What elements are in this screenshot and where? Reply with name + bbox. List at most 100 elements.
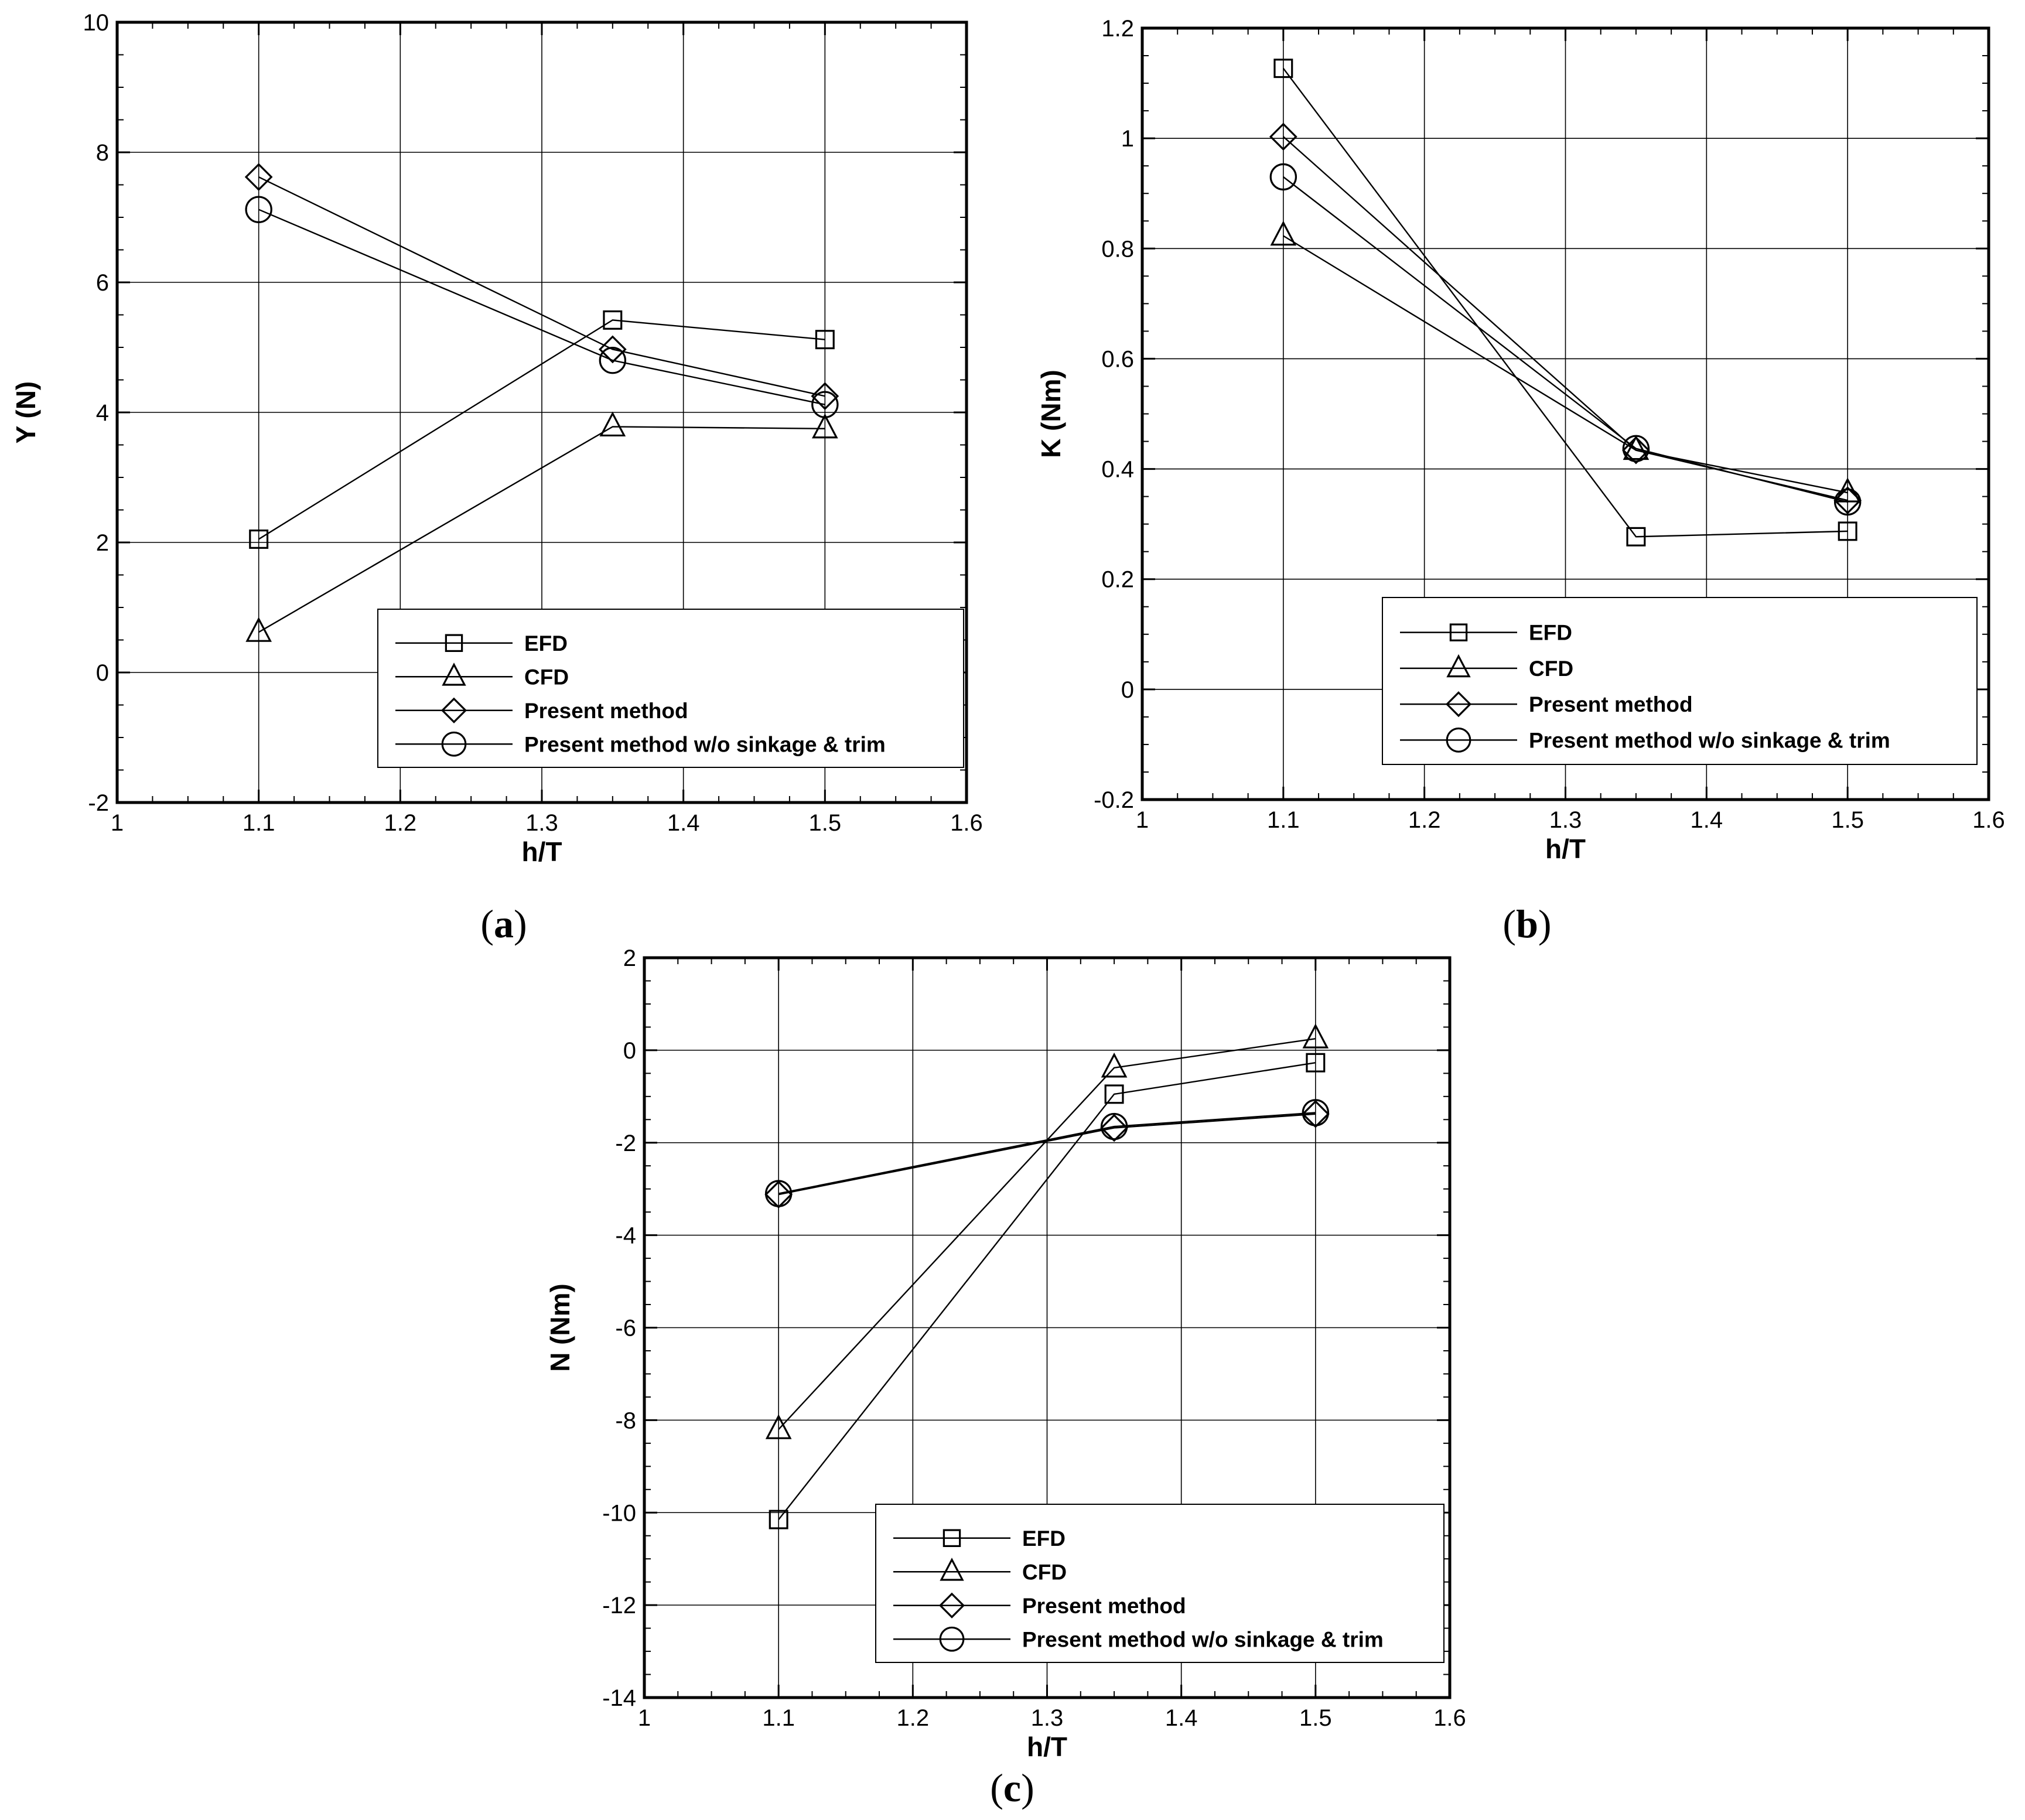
caption-a: (a) [480, 902, 527, 946]
y-tick-label: -6 [615, 1316, 636, 1341]
y-tick-label: 0.4 [1101, 457, 1134, 483]
legend-label: Present method w/o sinkage & trim [1022, 1627, 1384, 1651]
series-circle [764, 1099, 1330, 1207]
legend-box [875, 1504, 1445, 1663]
data-point-diamond [1301, 1099, 1330, 1128]
legend-label: CFD [1022, 1560, 1067, 1584]
y-tick-label: -8 [615, 1408, 636, 1433]
y-tick-label: 8 [96, 140, 109, 166]
y-tick-label: 4 [96, 400, 109, 426]
legend-marker-triangle [940, 1558, 964, 1581]
y-tick-label: 0 [623, 1038, 636, 1064]
y-axis-label: Y (N) [11, 381, 41, 444]
x-tick-label: 1.5 [1299, 1705, 1332, 1731]
series-line [258, 209, 825, 405]
data-point-diamond [1833, 486, 1862, 515]
y-tick-label: -12 [602, 1593, 636, 1618]
y-tick-label: 2 [623, 945, 636, 971]
x-tick-label: 1.4 [1165, 1705, 1198, 1731]
data-point-triangle [599, 411, 626, 437]
data-point-triangle [1270, 220, 1297, 246]
legend-marker-diamond [938, 1592, 965, 1618]
data-point-diamond [811, 382, 839, 411]
series-line [1283, 176, 1848, 503]
chart-panel-c: 1 1.1 1.2 1.3 1.4 1.5 1.6 -14 -12 -10 -8 -6 -4 -2 0 2 h/… [545, 945, 1466, 1762]
data-point-diamond [1269, 122, 1297, 151]
data-point-diamond [1100, 1114, 1128, 1142]
y-tick-label: 6 [96, 270, 109, 296]
x-axis-label: h/T [522, 836, 562, 867]
x-tick-label: 1.2 [1408, 807, 1441, 833]
caption-c: (c) [990, 1766, 1034, 1810]
data-point-triangle [245, 617, 272, 642]
y-tick-label: -14 [602, 1685, 636, 1711]
x-axis-label: h/T [1545, 834, 1586, 864]
x-tick-label: 1.3 [525, 810, 558, 836]
x-tick-label: 1.1 [1267, 807, 1300, 833]
x-tick-label: 1 [1136, 807, 1149, 833]
x-axis-label: h/T [1027, 1732, 1067, 1762]
x-tick-label: 1.1 [243, 810, 275, 836]
legend-label: Present method [1529, 692, 1693, 716]
data-point-circle [764, 1180, 793, 1207]
data-point-circle [1100, 1112, 1128, 1141]
data-point-circle [1833, 488, 1862, 516]
y-tick-label: 0 [1121, 677, 1134, 703]
series-triangle [765, 1023, 1329, 1439]
x-tick-label: 1.6 [950, 810, 983, 836]
data-point-square [1306, 1053, 1326, 1073]
x-tick-label: 1.3 [1549, 807, 1582, 833]
y-axis-label: N (Nm) [545, 1283, 575, 1372]
legend-marker-diamond [1445, 691, 1472, 718]
x-tick-label: 1 [638, 1705, 651, 1731]
data-point-square [815, 330, 835, 350]
x-tick-label: 1.3 [1031, 1705, 1064, 1731]
series-square [769, 1053, 1326, 1529]
data-point-circle [1269, 163, 1297, 191]
x-tick-label: 1.2 [384, 810, 417, 836]
y-tick-label: 1.2 [1101, 16, 1134, 42]
y-tick-label: 0 [96, 660, 109, 686]
series-line [258, 426, 825, 633]
legend-box [377, 609, 964, 768]
data-point-circle [599, 347, 627, 374]
legend-marker-square [1449, 623, 1468, 641]
grid-lines [1142, 28, 1989, 800]
y-tick-label: -0.2 [1094, 787, 1134, 813]
data-point-circle [1622, 435, 1650, 462]
x-tick-label: 1.2 [897, 1705, 930, 1731]
data-point-diamond [244, 163, 273, 192]
data-point-circle [245, 196, 272, 223]
legend-label: Present method w/o sinkage & trim [1529, 728, 1890, 752]
series-circle [245, 196, 839, 418]
legend-marker-square [445, 634, 463, 652]
legend-marker-circle [939, 1626, 965, 1652]
series-square [249, 310, 835, 549]
y-tick-label: 2 [96, 530, 109, 556]
y-tick-label: 10 [83, 10, 110, 36]
data-point-square [249, 529, 269, 549]
series-line [778, 1062, 1316, 1520]
data-point-square [1838, 521, 1857, 541]
y-tick-label: -4 [615, 1223, 636, 1249]
legend: EFD CFD Present method Present method w/o s… [875, 1504, 1445, 1663]
data-point-square [769, 1510, 788, 1529]
legend-label: EFD [1529, 621, 1572, 645]
x-tick-label: 1.6 [1433, 1705, 1466, 1731]
legend-marker-diamond [440, 697, 467, 723]
legend-label: CFD [524, 665, 569, 689]
series-line [778, 1037, 1316, 1430]
grid-lines [644, 958, 1450, 1698]
legend: EFD CFD Present method Present method w/o s… [1382, 597, 1978, 765]
series-line [778, 1112, 1316, 1194]
series-square [1273, 59, 1857, 547]
data-point-square [1273, 59, 1293, 78]
data-point-diamond [1622, 436, 1650, 465]
chart-panel-b: 1 1.1 1.2 1.3 1.4 1.5 1.6 -0.2 0 0.2 0.4 0.6 0.8 1 1.2… [1036, 16, 2005, 864]
legend-marker-triangle [442, 663, 466, 686]
chart-panel-a: 1 1.1 1.2 1.3 1.4 1.5 1.6 -2 0 2 4 6 8 10 h/T Y (N) EFD C… [11, 10, 983, 867]
data-point-triangle [1623, 435, 1650, 460]
data-point-circle [811, 391, 839, 418]
series-line [258, 319, 825, 540]
